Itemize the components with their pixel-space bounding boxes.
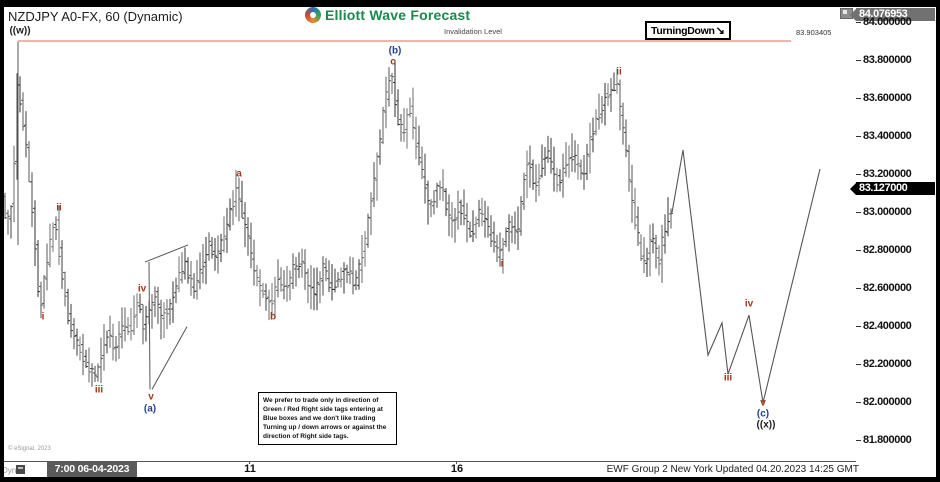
y-axis-tick (856, 60, 861, 62)
ewf-swirl-icon (305, 7, 321, 23)
y-axis-label: 82.000000 (863, 396, 912, 409)
y-axis-label: 83.400000 (863, 130, 912, 143)
y-axis-tick (856, 440, 861, 442)
y-axis[interactable]: 84.076953 83.127000 84.000000 83.800000 83… (856, 7, 936, 477)
x-axis-tick-11: 11 (244, 463, 256, 475)
y-axis-tick (856, 326, 861, 328)
y-axis-tick (856, 288, 861, 290)
wave-label-ii: ii (616, 66, 622, 78)
y-axis-label: 83.600000 (863, 92, 912, 105)
y-axis-tick (856, 174, 861, 176)
y-axis-label: 82.200000 (863, 358, 912, 371)
x-axis[interactable]: Dyn 7:00 06-04-2023 11 16 EWF Group 2 Ne… (0, 461, 936, 477)
y-axis-tick (856, 402, 861, 404)
wave-label-iii: iii (94, 384, 104, 396)
wave-label-v: v (760, 397, 766, 409)
trading-note-box: We prefer to trade only in direction of … (258, 392, 397, 446)
y-axis-label: 82.600000 (863, 282, 912, 295)
wave-label-i: i (41, 311, 45, 323)
high-price-marker: 84.076953 (856, 8, 935, 21)
wave-label-c: (c) (756, 408, 770, 420)
y-axis-tick (856, 212, 861, 214)
y-axis-label: 83.000000 (863, 206, 912, 219)
y-axis-label: 84.000000 (863, 16, 912, 29)
y-axis-label: 81.800000 (863, 434, 912, 447)
wave-label-b: b (269, 311, 277, 323)
left-border (0, 0, 4, 482)
current-price-marker: 83.127000 (856, 182, 935, 196)
wave-label-a: (a) (143, 403, 157, 415)
brand-logo-text: Elliott Wave Forecast (325, 7, 471, 23)
wave-label-a: a (236, 168, 242, 180)
wave-label-iv: iv (744, 298, 754, 310)
y-axis-label: 83.800000 (863, 54, 912, 67)
wave-label-w: ((w)) (9, 25, 31, 37)
y-axis-label: 82.400000 (863, 320, 912, 333)
wave-label-c: c (390, 56, 396, 68)
y-axis-label: 83.200000 (863, 168, 912, 181)
invalidation-level-value: 83.903405 (796, 28, 832, 37)
invalidation-level-label: Invalidation Level (444, 27, 502, 36)
top-border (0, 0, 940, 7)
x-axis-tick-16: 16 (450, 463, 464, 475)
turning-down-label: TurningDown (651, 24, 715, 37)
y-axis-label: 82.800000 (863, 244, 912, 257)
esignal-copyright: © eSignal, 2023 (8, 446, 51, 452)
bottom-border (0, 477, 940, 482)
wave-label-v: v (148, 391, 154, 403)
y-axis-tick (856, 250, 861, 252)
down-right-arrow-icon: ↘ (715, 25, 725, 37)
y-axis-tick (856, 98, 861, 100)
wave-label-i: i (500, 258, 504, 270)
x-axis-tick-mark (249, 461, 250, 464)
brand-logo: Elliott Wave Forecast (305, 7, 470, 23)
wave-label-x: ((x)) (756, 419, 776, 431)
dyn-label: Dyn (2, 466, 17, 475)
wave-label-iii: iii (723, 372, 733, 384)
y-axis-tick (856, 364, 861, 366)
mini-chart-icon[interactable] (16, 465, 25, 474)
y-axis-tick (856, 136, 861, 138)
wave-label-b: (b) (388, 45, 402, 57)
right-border (936, 0, 940, 482)
symbol-title: NZDJPY A0-FX, 60 (Dynamic) (8, 9, 183, 24)
projection-path (671, 149, 821, 403)
turning-down-button[interactable]: TurningDown ↘ (645, 21, 731, 40)
chart-bottom-border (4, 461, 856, 462)
update-status-text: EWF Group 2 New York Updated 04.20.2023 … (606, 464, 859, 475)
x-axis-tick-mark (456, 461, 457, 464)
date-cursor-box: 7:00 06-04-2023 (47, 462, 137, 477)
wave-label-iv: iv (137, 283, 147, 295)
y-axis-tick (856, 22, 861, 24)
x-axis-tick-mark (75, 461, 76, 464)
wave-label-ii: ii (56, 202, 62, 214)
